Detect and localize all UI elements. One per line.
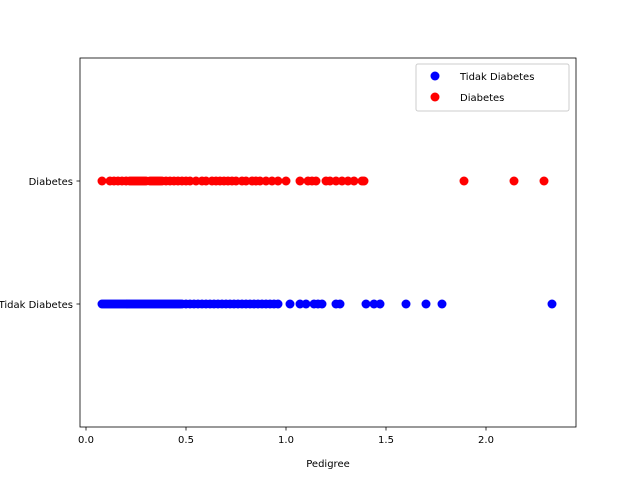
data-point — [401, 299, 411, 309]
x-tick-label: 0.0 — [78, 435, 94, 446]
data-point — [375, 299, 385, 309]
data-point — [547, 299, 557, 309]
data-point — [273, 176, 283, 186]
data-point — [349, 176, 359, 186]
data-point — [301, 299, 311, 309]
y-axis: Tidak Diabetes Diabetes — [0, 177, 80, 311]
legend-label-tidak-diabetes: Tidak Diabetes — [459, 72, 534, 83]
legend-box — [415, 63, 570, 112]
legend-marker-tidak-diabetes — [430, 71, 440, 81]
data-point — [281, 176, 291, 186]
y-tick-label: Tidak Diabetes — [0, 300, 73, 311]
data-point — [317, 299, 327, 309]
data-point — [361, 299, 371, 309]
data-points — [97, 176, 557, 309]
data-point — [509, 176, 519, 186]
data-point — [285, 299, 295, 309]
data-point — [335, 299, 345, 309]
legend-marker-diabetes — [430, 92, 440, 102]
data-point — [311, 176, 321, 186]
legend-label-diabetes: Diabetes — [460, 93, 504, 104]
data-point — [539, 176, 549, 186]
x-axis-label: Pedigree — [306, 459, 350, 470]
data-point — [295, 176, 305, 186]
plot-frame — [79, 57, 577, 428]
x-tick-label: 0.5 — [178, 435, 194, 446]
y-tick-label: Diabetes — [29, 177, 73, 188]
data-point — [459, 176, 469, 186]
x-axis: 0.0 0.5 1.0 1.5 2.0 — [78, 427, 494, 446]
x-tick-label: 1.5 — [378, 435, 394, 446]
data-point — [437, 299, 447, 309]
data-point — [359, 176, 369, 186]
data-point — [97, 176, 107, 186]
x-tick-label: 1.0 — [278, 435, 294, 446]
x-tick-label: 2.0 — [478, 435, 494, 446]
data-point — [273, 299, 283, 309]
data-point — [421, 299, 431, 309]
legend: Tidak Diabetes Diabetes — [415, 63, 570, 112]
